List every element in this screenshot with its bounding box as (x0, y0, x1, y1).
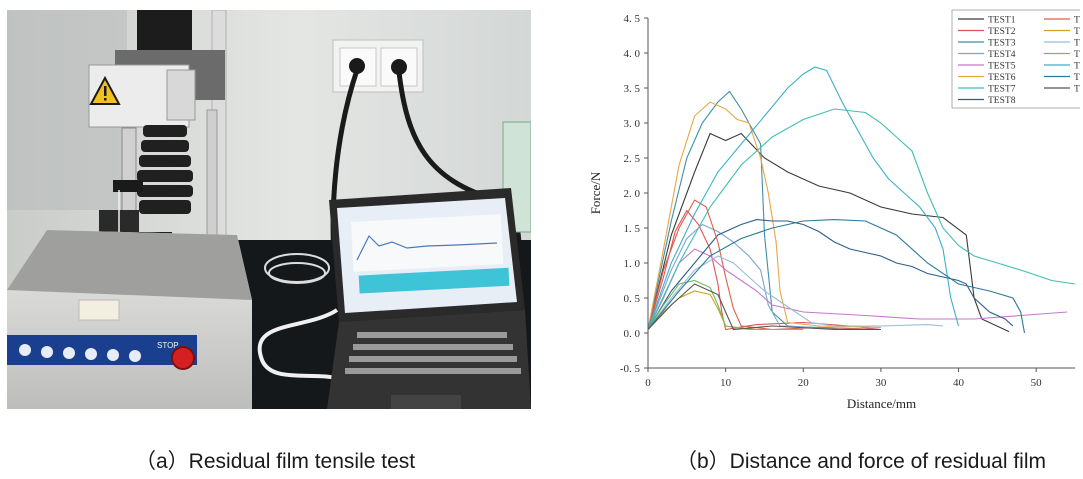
legend-label: TEST14 (1074, 73, 1080, 83)
x-tick-label: 10 (720, 377, 732, 389)
y-tick-label: 4. 0 (624, 48, 641, 60)
series-line-test7 (647, 108, 1076, 330)
y-tick-label: 4. 5 (624, 13, 641, 25)
legend-label: TEST1 (988, 16, 1016, 26)
legend-label: TEST7 (988, 85, 1016, 95)
legend-label: TEST9 (1074, 16, 1080, 26)
legend-label: TEST8 (988, 96, 1016, 106)
series-line-test4 (647, 223, 881, 331)
y-tick-label: 0. 5 (624, 293, 641, 305)
y-tick-label: 3. 5 (624, 83, 641, 95)
series-line-test11 (647, 255, 944, 330)
legend-label: TEST13 (1074, 62, 1080, 72)
x-tick-label: 40 (953, 377, 965, 389)
y-tick-label: 2. 0 (624, 188, 641, 200)
y-tick-label: 0. 0 (624, 328, 641, 340)
legend-label: TEST12 (1074, 50, 1080, 60)
series-line-test2 (647, 209, 881, 331)
y-tick-label: 3. 0 (624, 118, 641, 130)
x-axis-label: Distance/mm (847, 396, 916, 411)
legend-label: TEST15 (1074, 85, 1080, 95)
series-line-test14 (647, 219, 1026, 334)
warning-icon (89, 75, 121, 105)
x-tick-label: 30 (875, 377, 887, 389)
plot-lines (647, 66, 1076, 334)
y-tick-label: 2. 5 (624, 153, 641, 165)
legend-label: TEST10 (1074, 27, 1080, 37)
control-buttons (19, 344, 141, 362)
legend-label: TEST11 (1074, 39, 1080, 49)
series-line-test5 (647, 248, 1068, 330)
wall-sockets (332, 39, 424, 93)
caption-b: （b）Distance and force of residual film (676, 450, 1046, 473)
x-tick-label: 0 (645, 377, 651, 389)
laptop-keyboard (345, 332, 521, 374)
chart-axes: -0. 5 0. 0 0. 5 1. 0 1. 5 2. 0 2. 5 3. 0 3. 5 4. … (620, 13, 1075, 389)
y-axis-label: Force/N (588, 171, 603, 214)
legend-label: TEST5 (988, 62, 1016, 72)
x-tick-label: 50 (1031, 377, 1043, 389)
legend-label: TEST3 (988, 39, 1016, 49)
y-tick-label: 1. 0 (624, 258, 641, 270)
y-tick-label: 1. 5 (624, 223, 641, 235)
control-panel (7, 335, 197, 365)
series-line-test12 (647, 279, 788, 331)
caption-a: （a）Residual film tensile test (135, 450, 416, 473)
force-distance-chart: -0. 5 0. 0 0. 5 1. 0 1. 5 2. 0 2. 5 3. 0 3. 5 4. … (588, 9, 1080, 411)
legend-label: TEST4 (988, 50, 1016, 60)
legend-label: TEST6 (988, 73, 1016, 83)
series-line-test6 (647, 101, 881, 330)
tensile-testing-machine: STOP (7, 10, 252, 409)
stop-label: STOP (157, 341, 179, 350)
x-tick-label: 20 (798, 377, 810, 389)
stop-button-icon (171, 346, 195, 370)
laptop (327, 188, 531, 409)
series-line-test15 (647, 283, 881, 331)
series-line-test1 (647, 132, 1010, 333)
series-line-test13 (647, 66, 960, 330)
series-line-test9 (647, 199, 881, 331)
y-tick-label: -0. 5 (620, 363, 641, 375)
legend-label: TEST2 (988, 27, 1016, 37)
legend-box (951, 9, 1080, 109)
tensile-test-photo: STOP (7, 10, 531, 409)
